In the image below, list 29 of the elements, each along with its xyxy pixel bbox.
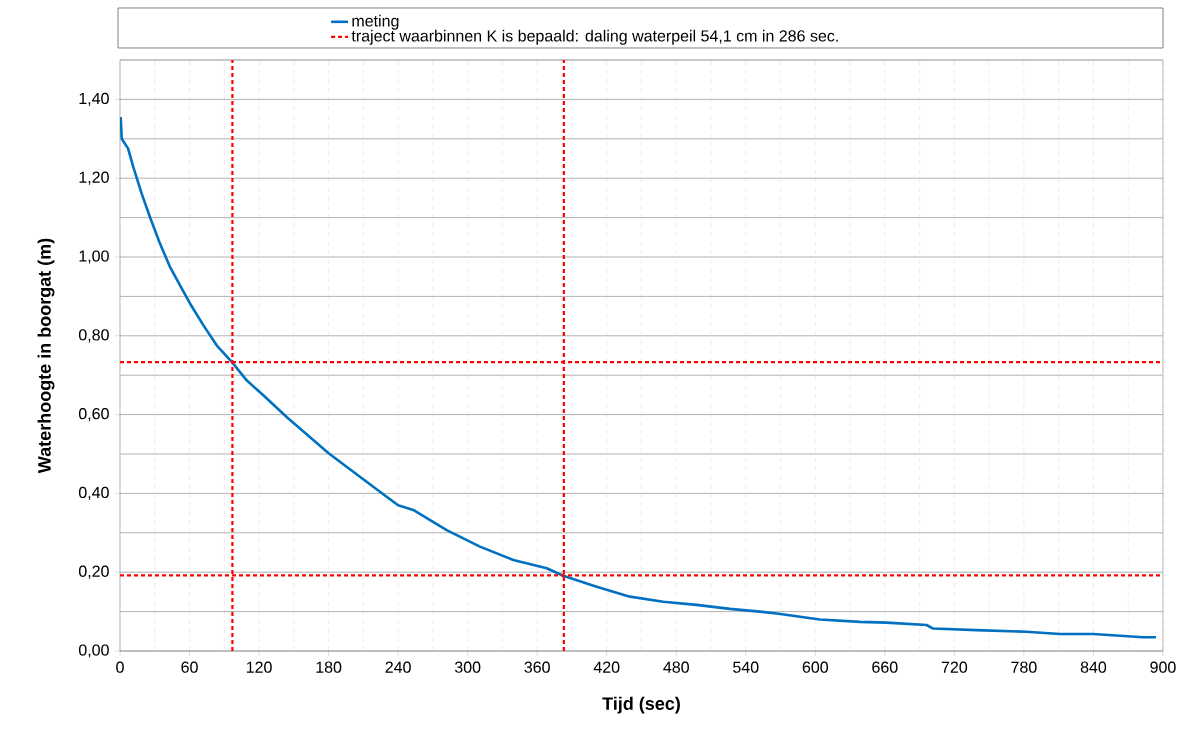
x-tick-label: 0 [116, 661, 124, 673]
line-series [120, 115, 1158, 639]
legend-label: traject waarbinnen K is bepaald: daling waterpeil 54,1 cm in 286 sec. [351, 29, 838, 45]
y-tick-label: 1,00 [79, 250, 109, 264]
y-tick-label: 0,20 [78, 565, 109, 579]
y-axis-title: Waterhoogte in boorgat (m) [37, 238, 55, 474]
x-tick-label: 360 [524, 661, 550, 673]
x-axis-title: Tijd (sec) [602, 696, 680, 714]
y-tick-label: 1,40 [79, 92, 109, 106]
x-tick-label: 420 [593, 661, 620, 673]
x-tick-label: 780 [1011, 661, 1037, 673]
x-tick-label: 540 [733, 661, 759, 673]
x-tick-label: 300 [454, 661, 481, 673]
x-tick-label: 600 [802, 661, 829, 673]
x-tick-label: 480 [663, 661, 689, 673]
x-tick-label: 840 [1080, 661, 1107, 673]
x-tick-label: 120 [246, 661, 272, 673]
x-tick-label: 720 [941, 661, 968, 673]
y-tick-label: 0,80 [78, 329, 109, 343]
x-tick-label: 660 [872, 661, 898, 673]
legend-label: meting [352, 14, 399, 30]
y-tick-label: 0,40 [78, 486, 109, 501]
y-tick-label: 0,60 [78, 407, 109, 422]
y-tick-label: 1,20 [79, 171, 109, 185]
x-tick-label: 240 [385, 661, 411, 673]
x-tick-label: 900 [1150, 661, 1176, 673]
y-tick-label: 0,00 [78, 644, 109, 658]
x-tick-label: 60 [181, 661, 198, 673]
x-tick-label: 180 [316, 661, 342, 673]
